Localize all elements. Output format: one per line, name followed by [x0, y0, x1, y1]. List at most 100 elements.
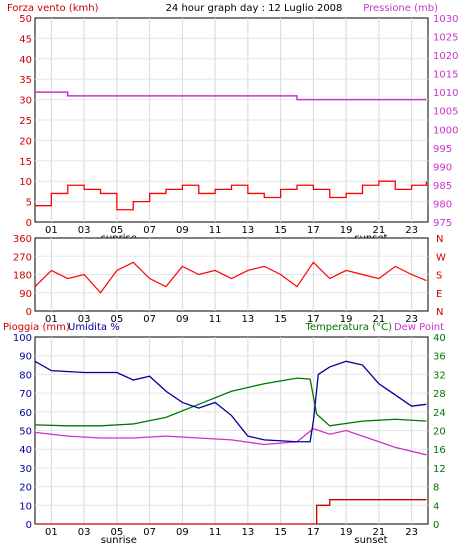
- panel-1-ytick-label: 25: [19, 116, 32, 127]
- panel-2-ytick-label: 0: [26, 307, 32, 318]
- panel-3-ytick-label-right: 0: [433, 520, 439, 531]
- panel-1-ytick-label: 10: [19, 177, 32, 188]
- panel-3-xtick-label: 03: [78, 527, 91, 538]
- panel-3-ytick-label: 0: [26, 520, 32, 531]
- panel-2-ytick-label: 360: [13, 234, 32, 245]
- panel-2-xtick-label: 09: [176, 314, 189, 325]
- panel-1-xtick-label: 09: [176, 225, 189, 236]
- direction-label: E: [436, 289, 442, 300]
- panel-3-xtick-label: 07: [143, 527, 156, 538]
- wind-direction-line: [34, 261, 427, 294]
- panel-3-ytick-label-right: 32: [433, 370, 446, 381]
- direction-label: S: [436, 271, 442, 282]
- temperature-axis-title: Temperatura (°C): [304, 322, 392, 333]
- panel-3-xtick-label: 09: [176, 527, 189, 538]
- panel-1-ytick-label: 35: [19, 75, 32, 86]
- panel-3-xtick-label: 19: [340, 527, 353, 538]
- panel-1-ytick-label: 40: [19, 55, 32, 66]
- panel-2-xtick-label: 01: [45, 314, 58, 325]
- panel-3-xtick-label: 01: [45, 527, 58, 538]
- direction-label: W: [436, 252, 446, 263]
- panel-3-xtick-label: 21: [373, 527, 386, 538]
- panel-1-xtick-label: 07: [143, 225, 156, 236]
- panel-3-ytick-label-right: 20: [433, 427, 446, 438]
- panel-1-ytick-label-right: 985: [433, 181, 452, 192]
- panel-2-xtick-label: 05: [111, 314, 124, 325]
- panel-3-sunset-label: sunset: [354, 535, 387, 546]
- panel-3-ytick-label: 100: [13, 333, 32, 344]
- humidity-line: [34, 360, 427, 443]
- panel-3-xtick-label: 11: [209, 527, 222, 538]
- panel-1-ytick-label-right: 975: [433, 218, 452, 229]
- pressure-line: [35, 91, 427, 101]
- panel-2-xtick-label: 15: [274, 314, 287, 325]
- panel-1-ytick-label: 0: [26, 218, 32, 229]
- panel-1-xtick-label: 15: [274, 225, 287, 236]
- panel-3-ytick-label-right: 8: [433, 483, 439, 494]
- chart-title: 24 hour graph day : 12 Luglio 2008: [166, 3, 343, 14]
- panel-1-xtick-label: 05: [111, 225, 124, 236]
- panel-1-ytick-label-right: 1020: [433, 51, 458, 62]
- panel-3-ytick-label: 20: [19, 483, 32, 494]
- panel-3-ytick-label-right: 40: [433, 333, 446, 344]
- panel-3-xtick-label: 13: [242, 527, 255, 538]
- panel-1-ytick-label: 50: [19, 14, 32, 25]
- panel-3-xtick-label: 23: [405, 527, 418, 538]
- panel-1-ytick-label-right: 1010: [433, 88, 458, 99]
- temperature-line: [34, 377, 427, 427]
- panel-3-ytick-label: 60: [19, 408, 32, 419]
- panel-1-ytick-label-right: 1030: [433, 14, 458, 25]
- panel-2-xtick-label: 19: [340, 314, 353, 325]
- panel-2-xtick-label: 23: [405, 314, 418, 325]
- direction-label: N: [436, 234, 443, 245]
- rain-line: [35, 499, 427, 525]
- panel-1-ytick-label: 45: [19, 34, 32, 45]
- humidity-axis-title: Umidita %: [68, 322, 120, 333]
- panel-3-ytick-label: 50: [19, 427, 32, 438]
- panel-1-ytick-label-right: 1000: [433, 125, 458, 136]
- panel-3-ytick-label-right: 12: [433, 464, 446, 475]
- panel-2-xtick-label: 13: [242, 314, 255, 325]
- panel-1-xtick-label: 03: [78, 225, 91, 236]
- wind-axis-title: Forza vento (kmh): [7, 3, 99, 14]
- panel-1-xtick-label: 17: [307, 225, 320, 236]
- panel-3-ytick-label-right: 28: [433, 389, 446, 400]
- panel-2-ytick-label: 270: [13, 252, 32, 263]
- direction-label: N: [436, 307, 443, 318]
- wind-speed-line: [35, 180, 428, 211]
- panel-1-xtick-label: 21: [373, 225, 386, 236]
- panel-1-xtick-label: 13: [242, 225, 255, 236]
- panel-3-sunrise-label: sunrise: [101, 535, 137, 546]
- panel-1-ytick-label: 30: [19, 96, 32, 107]
- pressure-axis-title: Pressione (mb): [363, 3, 438, 14]
- panel-2-xtick-label: 03: [78, 314, 91, 325]
- panel-2-xtick-label: 07: [143, 314, 156, 325]
- panel-3-ytick-label-right: 16: [433, 445, 446, 456]
- panel-1-xtick-label: 11: [209, 225, 222, 236]
- panel-3-xtick-label: 17: [307, 527, 320, 538]
- panel-3-ytick-label: 80: [19, 370, 32, 381]
- panel-1-ytick-label: 5: [26, 198, 32, 209]
- panel-1-ytick-label: 20: [19, 136, 32, 147]
- panel-3-ytick-label-right: 4: [433, 501, 439, 512]
- panel-1-xtick-label: 23: [405, 225, 418, 236]
- panel-3-ytick-label: 70: [19, 389, 32, 400]
- dewpoint-line: [34, 427, 427, 456]
- rain-axis-title: Pioggia (mm): [3, 322, 70, 333]
- panel-1-ytick-label-right: 1015: [433, 70, 458, 81]
- panel-3-ytick-label-right: 36: [433, 352, 446, 363]
- panel-1-ytick-label-right: 990: [433, 162, 452, 173]
- panel-2-ytick-label: 180: [13, 271, 32, 282]
- panel-3-ytick-label: 40: [19, 445, 32, 456]
- panel-3-xtick-label: 15: [274, 527, 287, 538]
- panel-3-ytick-label-right: 24: [433, 408, 446, 419]
- panel-2-ytick-label: 90: [19, 289, 32, 300]
- panel-3-ytick-label: 90: [19, 352, 32, 363]
- panel-2-xtick-label: 17: [307, 314, 320, 325]
- panel-1-ytick-label-right: 995: [433, 144, 452, 155]
- panel-1-xtick-label: 19: [340, 225, 353, 236]
- panel-1-ytick-label-right: 980: [433, 199, 452, 210]
- dewpoint-axis-title: Dew Point: [394, 322, 444, 333]
